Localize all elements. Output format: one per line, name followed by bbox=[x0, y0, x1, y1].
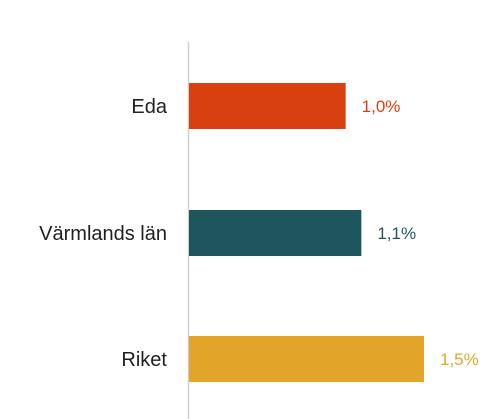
bar-varmlands-lan bbox=[189, 210, 362, 256]
value-labels-group: 1,0% 1,1% 1,5% bbox=[362, 97, 479, 369]
category-labels-group: Eda Värmlands län Riket bbox=[39, 96, 168, 371]
category-label-riket: Riket bbox=[121, 349, 167, 371]
value-label-eda: 1,0% bbox=[362, 97, 401, 116]
category-label-eda: Eda bbox=[131, 96, 167, 118]
bar-riket bbox=[189, 336, 424, 382]
value-label-varmlands-lan: 1,1% bbox=[377, 224, 416, 243]
value-label-riket: 1,5% bbox=[440, 350, 479, 369]
bar-eda bbox=[189, 83, 346, 129]
bars-group bbox=[189, 83, 424, 382]
category-label-varmlands-lan: Värmlands län bbox=[39, 223, 167, 245]
